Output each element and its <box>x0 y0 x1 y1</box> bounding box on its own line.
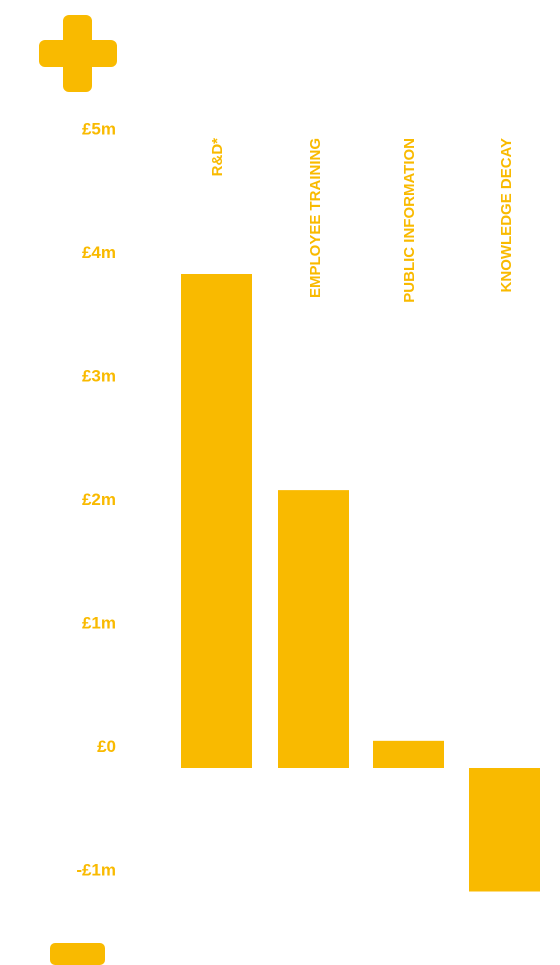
y-tick-label: £1m <box>82 614 116 633</box>
category-labels: R&D* EMPLOYEE TRAINING PUBLIC INFORMATION K… <box>209 138 515 303</box>
y-tick-label: £0 <box>97 737 116 756</box>
category-label: R&D* <box>209 138 226 176</box>
y-tick-label: -£1m <box>76 861 116 880</box>
y-tick-label: £2m <box>82 490 116 509</box>
plus-icon-vertical <box>63 15 92 92</box>
category-label: EMPLOYEE TRAINING <box>307 138 324 298</box>
category-label: PUBLIC INFORMATION <box>401 138 418 303</box>
minus-icon-bar <box>50 943 105 965</box>
bars <box>181 274 540 892</box>
bar <box>181 274 252 768</box>
y-tick-label: £5m <box>82 120 116 139</box>
plus-icon <box>39 15 117 92</box>
minus-icon <box>50 943 105 965</box>
bar <box>278 490 349 768</box>
y-tick-label: £3m <box>82 367 116 386</box>
y-axis-tick-labels: £5m £4m £3m £2m £1m £0 -£1m <box>76 120 116 880</box>
bar <box>373 740 444 768</box>
y-tick-label: £4m <box>82 243 116 262</box>
category-label: KNOWLEDGE DECAY <box>498 138 515 292</box>
bar <box>469 768 540 892</box>
